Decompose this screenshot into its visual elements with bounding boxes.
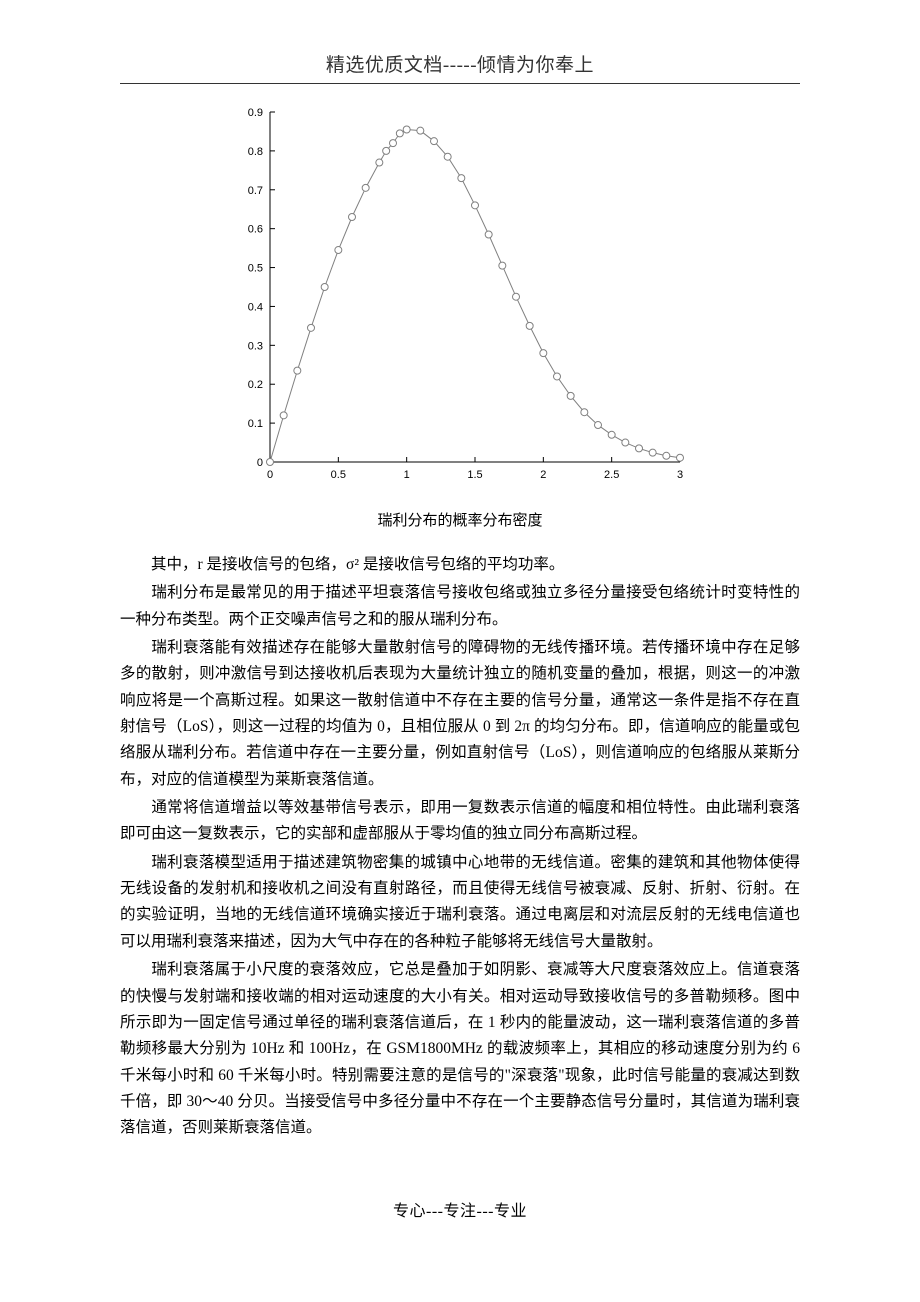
svg-text:0.6: 0.6: [248, 224, 263, 236]
paragraph-2-text: 瑞利分布是最常见的用于描述平坦衰落信号接收包络或独立多径分量接受包络统计时变特性…: [120, 584, 800, 627]
rayleigh-chart: 0 0.1 0.2 0.3 0.4 0.5 0.6 0.7 0.8 0.9 0 0.5 1 1.5 2 2.5…: [225, 102, 695, 497]
svg-text:0: 0: [257, 457, 263, 469]
paragraph-4: 通常将信道增益以等效基带信号表示，即用一复数表示信道的幅度和相位特性。由此瑞利衰…: [120, 795, 800, 848]
paragraph-5-text: 瑞利衰落模型适用于描述建筑物密集的城镇中心地带的无线信道。密集的建筑和其他物体使…: [120, 854, 800, 950]
svg-text:1.5: 1.5: [467, 469, 482, 481]
chart-caption: 瑞利分布的概率分布密度: [120, 509, 800, 530]
svg-text:0.9: 0.9: [248, 107, 263, 119]
svg-text:2: 2: [540, 469, 546, 481]
rayleigh-chart-svg: 0 0.1 0.2 0.3 0.4 0.5 0.6 0.7 0.8 0.9 0 0.5 1 1.5 2 2.5…: [225, 102, 695, 492]
svg-text:0.8: 0.8: [248, 146, 263, 158]
paragraph-5: 瑞利衰落模型适用于描述建筑物密集的城镇中心地带的无线信道。密集的建筑和其他物体使…: [120, 850, 800, 955]
svg-text:0.5: 0.5: [248, 263, 263, 275]
paragraph-2: 瑞利分布是最常见的用于描述平坦衰落信号接收包络或独立多径分量接受包络统计时变特性…: [120, 580, 800, 633]
svg-text:0.3: 0.3: [248, 340, 263, 352]
header-rule: [120, 83, 800, 84]
svg-text:0.1: 0.1: [248, 418, 263, 430]
page-footer: 专心---专注---专业: [120, 1197, 800, 1221]
document-page: 精选优质文档-----倾情为你奉上 0 0.1 0.2 0.3 0.4 0.5 0.6 0.7…: [0, 0, 920, 1261]
paragraph-1-text: 其中，r 是接收信号的包络，σ² 是接收信号包络的平均功率。: [151, 556, 564, 573]
svg-text:2.5: 2.5: [604, 469, 619, 481]
paragraph-3-text: 瑞利衰落能有效描述存在能够大量散射信号的障碍物的无线传播环境。若传播环境中存在足…: [120, 639, 800, 788]
paragraph-4-text: 通常将信道增益以等效基带信号表示，即用一复数表示信道的幅度和相位特性。由此瑞利衰…: [120, 799, 800, 842]
svg-text:0: 0: [267, 469, 273, 481]
svg-text:0.2: 0.2: [248, 379, 263, 391]
paragraph-6-text: 瑞利衰落属于小尺度的衰落效应，它总是叠加于如阴影、衰减等大尺度衰落效应上。信道衰…: [120, 961, 800, 1136]
svg-text:0.4: 0.4: [248, 301, 263, 313]
svg-text:0.7: 0.7: [248, 185, 263, 197]
paragraph-1: 其中，r 是接收信号的包络，σ² 是接收信号包络的平均功率。: [120, 552, 800, 578]
paragraph-3: 瑞利衰落能有效描述存在能够大量散射信号的障碍物的无线传播环境。若传播环境中存在足…: [120, 635, 800, 793]
page-header-title: 精选优质文档-----倾情为你奉上: [120, 50, 800, 77]
svg-text:0.5: 0.5: [331, 469, 346, 481]
svg-text:1: 1: [404, 469, 410, 481]
paragraph-6: 瑞利衰落属于小尺度的衰落效应，它总是叠加于如阴影、衰减等大尺度衰落效应上。信道衰…: [120, 957, 800, 1141]
svg-text:3: 3: [677, 469, 683, 481]
